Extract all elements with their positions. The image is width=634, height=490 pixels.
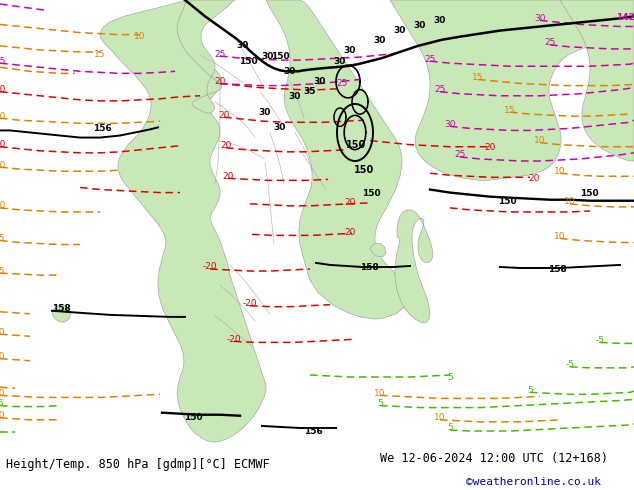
- Text: 30: 30: [237, 41, 249, 50]
- Text: 10: 10: [0, 328, 6, 337]
- Polygon shape: [100, 0, 266, 442]
- Text: 25: 25: [214, 49, 226, 58]
- Text: 30: 30: [262, 51, 274, 61]
- Text: -5: -5: [566, 360, 574, 369]
- Text: 10: 10: [0, 389, 6, 398]
- Polygon shape: [177, 0, 235, 113]
- Text: 20: 20: [0, 201, 6, 210]
- Text: 5: 5: [377, 399, 383, 408]
- Polygon shape: [395, 210, 433, 323]
- Text: 30: 30: [274, 123, 286, 132]
- Text: 30: 30: [314, 77, 326, 86]
- Text: 15: 15: [94, 49, 106, 58]
- Text: 5: 5: [447, 372, 453, 382]
- Text: 30: 30: [374, 36, 386, 45]
- Text: 5: 5: [0, 399, 3, 408]
- Text: 30: 30: [284, 67, 296, 76]
- Text: 20: 20: [484, 143, 496, 152]
- Text: 10: 10: [434, 413, 446, 422]
- Polygon shape: [266, 0, 408, 319]
- Text: 15: 15: [504, 105, 515, 115]
- Text: 20: 20: [344, 228, 356, 237]
- Text: 150: 150: [498, 197, 517, 206]
- Text: 30: 30: [259, 108, 271, 117]
- Text: 10: 10: [134, 32, 146, 41]
- Text: 25: 25: [0, 57, 6, 66]
- Text: 35: 35: [304, 87, 316, 96]
- Text: 150: 150: [362, 189, 380, 197]
- Text: 150: 150: [184, 413, 203, 422]
- Text: 20: 20: [0, 112, 6, 121]
- Text: -20: -20: [227, 335, 242, 344]
- Polygon shape: [390, 0, 634, 180]
- Text: 150: 150: [346, 140, 366, 150]
- Text: 10: 10: [0, 411, 6, 420]
- Polygon shape: [370, 244, 386, 257]
- Text: 142: 142: [616, 13, 634, 23]
- Text: 150: 150: [271, 51, 289, 61]
- Text: 30: 30: [289, 92, 301, 101]
- Text: 25: 25: [545, 38, 555, 48]
- Text: 158: 158: [360, 263, 378, 272]
- Text: 10: 10: [0, 352, 6, 361]
- Text: 5: 5: [447, 423, 453, 433]
- Text: 15: 15: [0, 267, 6, 275]
- Text: 25: 25: [434, 85, 446, 94]
- Text: 30: 30: [434, 16, 446, 25]
- Polygon shape: [560, 0, 634, 161]
- Text: 20: 20: [223, 172, 234, 181]
- Text: -20: -20: [243, 299, 257, 308]
- Text: 30: 30: [344, 47, 356, 55]
- Text: 30: 30: [414, 21, 426, 30]
- Text: 20: 20: [220, 141, 231, 150]
- Text: 10: 10: [564, 197, 576, 206]
- Text: 158: 158: [548, 265, 567, 274]
- Text: We 12-06-2024 12:00 UTC (12+168): We 12-06-2024 12:00 UTC (12+168): [380, 452, 609, 466]
- Text: 20: 20: [0, 85, 6, 94]
- Text: ©weatheronline.co.uk: ©weatheronline.co.uk: [466, 477, 601, 487]
- Text: 20: 20: [344, 198, 356, 207]
- Text: -20: -20: [203, 263, 217, 271]
- Text: 20: 20: [218, 111, 230, 120]
- Text: 10: 10: [374, 389, 385, 398]
- Text: 15: 15: [472, 73, 484, 82]
- Text: 20: 20: [214, 77, 226, 86]
- Text: 10: 10: [554, 167, 566, 176]
- Text: 30: 30: [444, 120, 456, 129]
- Text: Height/Temp. 850 hPa [gdmp][°C] ECMWF: Height/Temp. 850 hPa [gdmp][°C] ECMWF: [6, 458, 270, 471]
- Text: 10: 10: [534, 136, 546, 145]
- Text: 30: 30: [394, 26, 406, 35]
- Text: 30: 30: [334, 57, 346, 66]
- Text: 156: 156: [304, 427, 323, 436]
- Text: 150: 150: [580, 189, 598, 197]
- Text: -5: -5: [595, 336, 604, 345]
- Text: 20: 20: [528, 174, 540, 183]
- Text: 25: 25: [455, 150, 466, 159]
- Text: 30: 30: [534, 14, 546, 23]
- Polygon shape: [52, 306, 71, 322]
- Text: 156: 156: [93, 124, 112, 133]
- Text: 150: 150: [238, 57, 257, 66]
- Text: 150: 150: [354, 165, 374, 175]
- Text: 15: 15: [0, 234, 6, 243]
- Text: 5: 5: [527, 386, 533, 395]
- Text: 25: 25: [336, 79, 347, 88]
- Text: 20: 20: [0, 161, 6, 170]
- Text: 25: 25: [424, 54, 436, 64]
- Text: 10: 10: [554, 232, 566, 241]
- Text: 20: 20: [0, 140, 6, 149]
- Text: 158: 158: [52, 304, 71, 313]
